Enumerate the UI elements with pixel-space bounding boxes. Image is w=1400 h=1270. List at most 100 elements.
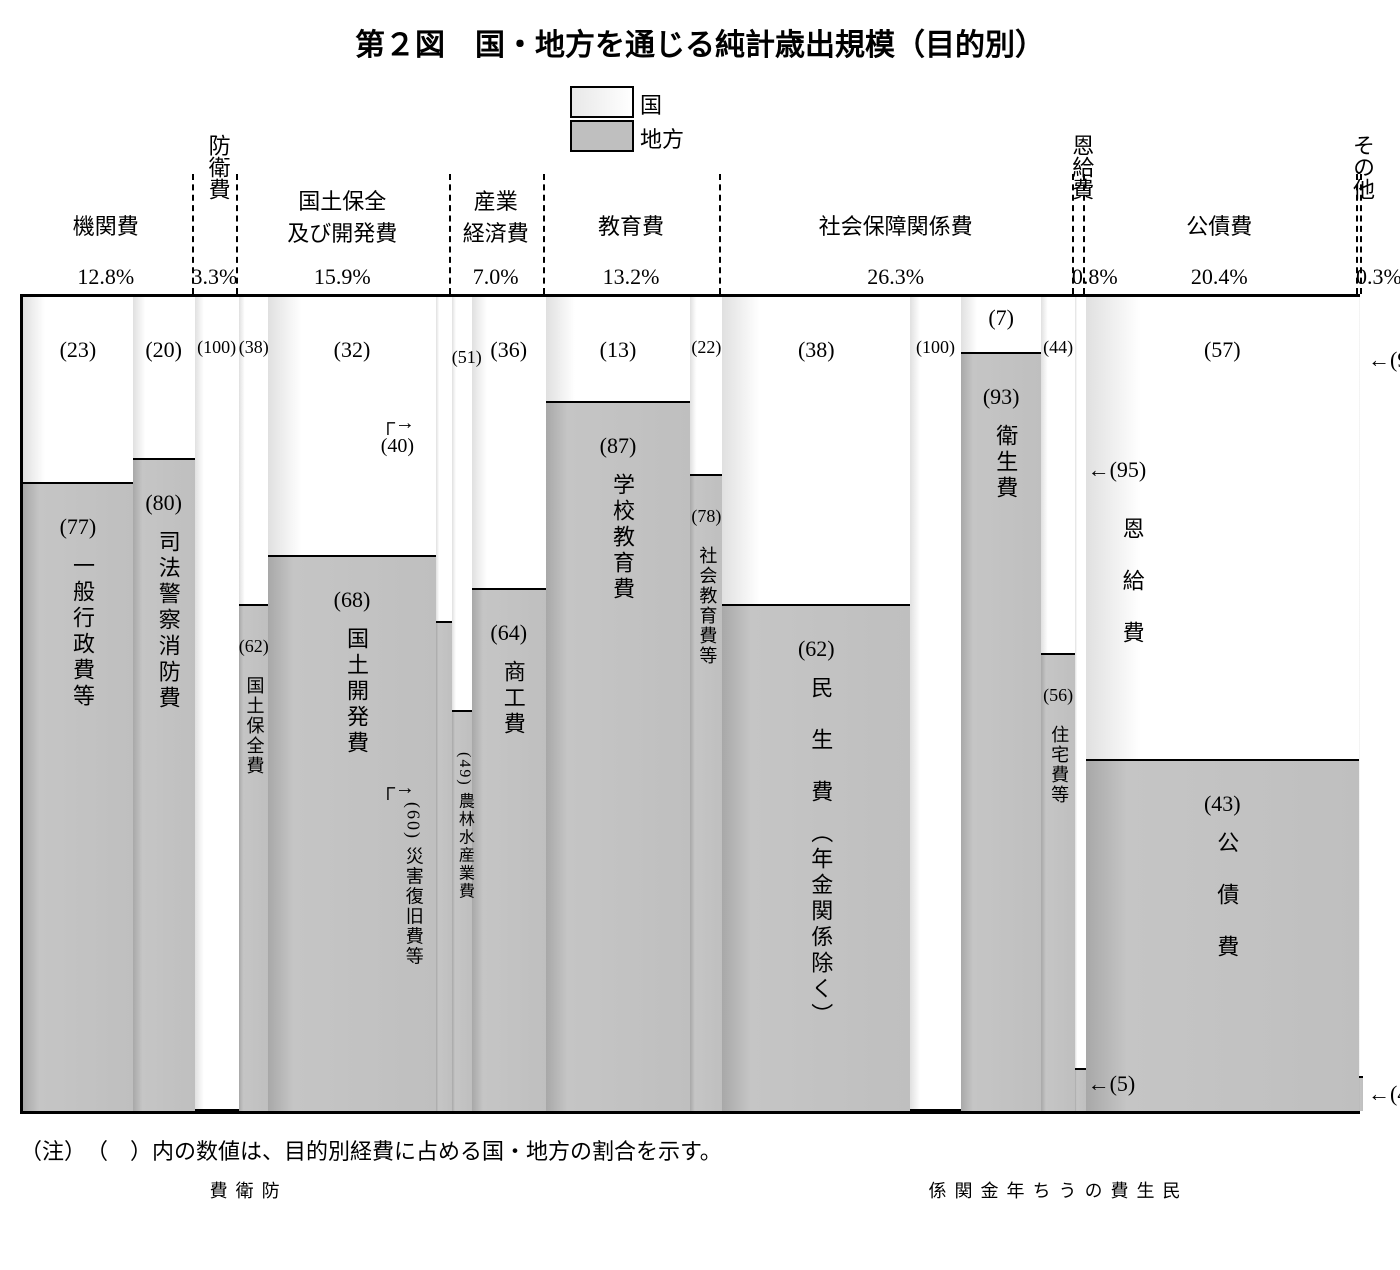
external-label-saigai-nat: ┌→(40) [381,412,415,458]
national-segment [133,297,195,460]
data-column: (57) (43) 公 債 費 [1086,297,1359,1111]
legend-label-local: 地方 [640,122,684,154]
data-column: (22) (78) 社会教育費等 [690,297,722,1111]
column-label: 国土保全費 [241,676,267,776]
column-label: 民 生 費 （年金関係除く） [804,676,836,1029]
nourin-label: (49) 農林水産業費 [452,752,476,901]
local-value-label: (64) [472,620,546,646]
data-column: (100)防衛費 [195,297,239,1111]
data-column: (23) (77) 一般行政費等 [23,297,133,1111]
column-label: 衛生費 [989,424,1021,502]
column-label: 一般行政費等 [66,554,98,710]
local-segment [1041,655,1075,1111]
local-value-label: (43) [1086,791,1359,817]
national-segment [436,297,452,623]
data-column: (38) (62) 民 生 費 （年金関係除く） [722,297,910,1111]
local-value-label: (62) [239,636,268,657]
national-value-label: (38) [239,337,268,358]
external-label-other-nat: ←(96) [1368,347,1400,373]
national-value-label: (100) [910,337,961,358]
data-column: (13) (87) 学校教育費 [546,297,691,1111]
national-value-label: (38) [722,337,910,363]
data-column [1359,297,1363,1111]
data-column [452,297,472,1111]
national-segment [690,297,722,476]
data-column: (20) (80) 司法警察消防費 [133,297,195,1111]
local-segment [1075,1070,1086,1111]
local-value-label: (56) [1041,685,1075,706]
footnote: （注） （ ）内の数値は、目的別経費に占める国・地方の割合を示す。 [20,1134,1380,1166]
data-column: (7) (93) 衛生費 [961,297,1041,1111]
local-value-label: (68) [268,587,436,613]
column-label: 民生費のうち年金関係 [924,1181,1184,1201]
legend-swatch-local [570,120,634,152]
data-column: (36) (64) 商工費 [472,297,546,1111]
national-value-label: (57) [1086,337,1359,363]
category-label: 機関費 [20,209,192,241]
local-segment [1359,1078,1363,1111]
national-segment [23,297,133,484]
column-label: 学校教育費 [606,473,638,603]
column-label: 社会教育費等 [694,546,720,666]
data-column: (44) (56) 住宅費等 [1041,297,1075,1111]
external-label-saigai-loc: (60) 災害復旧費等 [401,802,427,967]
national-value-label: (100) [195,337,239,358]
local-value-label: (87) [546,433,691,459]
national-value-label: (36) [472,337,546,363]
local-value-label: (80) [133,490,195,516]
legend-swatch-national [570,86,634,118]
national-segment [910,297,961,1111]
national-segment [195,297,239,1111]
category-pct: 12.8% [20,264,192,290]
local-value-label: (93) [961,384,1041,410]
national-value-label: (44) [1041,337,1075,358]
category-label: 教育費 [543,209,720,241]
external-label-onkyu-name: 恩 給 費 [1116,517,1148,647]
category-label: 社会保障関係費 [719,209,1071,241]
external-label-onkyu-nat: ←(95) [1088,457,1147,483]
marimekko-chart: (23)(77)一般行政費等(20)(80)司法警察消防費(100)防衛費(38… [20,294,1360,1114]
column-label: 商工費 [497,660,529,738]
national-value-label: (32) [268,337,436,363]
category-label: 恩給費 [1065,134,1097,200]
national-value-label: (20) [133,337,195,363]
national-segment [1359,297,1363,1078]
external-label-other-loc: ←(4) [1368,1081,1400,1107]
legend-label-national: 国 [640,88,662,120]
local-value-label: (78) [690,506,722,527]
category-pct: 7.0% [449,264,543,290]
category-divider [1360,174,1362,294]
category-headers: 機関費12.8%防衛費3.3%国土保全 及び開発費15.9%産業 経済費7.0%… [20,164,1380,294]
category-label: 公債費 [1083,209,1356,241]
national-value-label: (22) [690,337,722,358]
external-arrow-saigai-loc: ┌→ [381,777,415,800]
column-label: 防衛費 [205,1181,283,1201]
category-label: 産業 経済費 [449,184,543,248]
column-label: 住宅費等 [1046,725,1072,805]
column-label: 公 債 費 [1210,831,1242,961]
data-column [1075,297,1086,1111]
national-value-label: (7) [961,305,1041,331]
local-value-label: (62) [722,636,910,662]
national-value-label: (13) [546,337,691,363]
national-value-label: (23) [23,337,133,363]
category-pct: 20.4% [1083,264,1356,290]
category-pct: 13.2% [543,264,720,290]
category-pct: 15.9% [236,264,449,290]
local-segment [436,623,452,1111]
data-column [436,297,452,1111]
national-segment [1075,297,1086,1070]
chart-title: 第２図 国・地方を通じる純計歳出規模（目的別） [20,20,1380,64]
column-label: 国土開発費 [340,627,372,757]
category-pct: 3.3% [192,264,236,290]
category-pct: 26.3% [719,264,1071,290]
data-column: (100)民生費のうち年金関係 [910,297,961,1111]
external-label-onkyu-loc: ←(5) [1088,1071,1136,1097]
nourin-nat-value: (51) [452,347,472,368]
column-label: 司法警察消防費 [152,530,184,712]
category-label: 国土保全 及び開発費 [236,184,449,248]
chart-container: 第２図 国・地方を通じる純計歳出規模（目的別） 国 地方 機関費 12.8% 防衛費… [20,20,1380,1166]
data-column: (38) (62) 国土保全費 [239,297,268,1111]
local-value-label: (77) [23,514,133,540]
category-label: 防衛費 [202,134,234,200]
